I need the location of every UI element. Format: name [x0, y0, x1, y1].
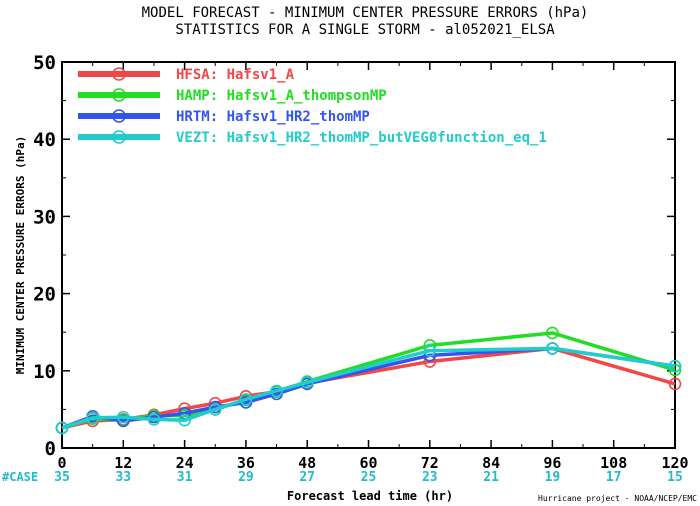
data-point [270, 384, 283, 398]
legend-label: HFSA: Hafsv1_A [176, 67, 295, 83]
x-tick-label: 48 [298, 454, 316, 472]
data-point [86, 411, 99, 425]
x-tick-label: 24 [176, 454, 194, 472]
data-point [668, 359, 682, 373]
data-point [300, 376, 314, 389]
case-count: 15 [667, 470, 683, 485]
y-tick-label: 10 [33, 361, 56, 383]
case-count: 21 [483, 470, 499, 485]
chart-title-line2: STATISTICS FOR A SINGLE STORM - al052021… [175, 22, 555, 38]
case-count: 33 [115, 470, 131, 485]
case-count: 19 [545, 470, 561, 485]
case-counts: 35 33 31 29 27 25 23 21 19 17 15 [54, 470, 683, 485]
y-tick-label: 30 [33, 206, 56, 228]
series-line-2 [61, 346, 676, 430]
legend-label: HAMP: Hafsv1_A_thompsonMP [176, 88, 387, 104]
data-point [147, 413, 161, 426]
data-point [546, 342, 559, 355]
case-count-label: #CASE [2, 470, 38, 484]
data-point [239, 393, 253, 406]
data-point [178, 413, 191, 427]
data-point [55, 421, 69, 435]
x-tick-label: 36 [237, 454, 255, 472]
x-tick-label: 96 [543, 454, 561, 472]
legend-label: HRTM: Hafsv1_HR2_thomMP [176, 109, 370, 125]
x-axis-label: Forecast lead time (hr) [287, 489, 453, 503]
x-tick-label: 0 [57, 454, 66, 472]
x-tick-label: 120 [661, 454, 688, 472]
legend-marker [112, 130, 126, 144]
case-count: 35 [54, 470, 70, 485]
axes: 0 12 24 36 48 60 72 84 96 108 120 0 10 20 30 40 50 [33, 52, 688, 472]
case-count: 31 [177, 470, 193, 485]
x-tick-label: 60 [359, 454, 377, 472]
legend: HFSA: Hafsv1_A HAMP: Hafsv1_A_thompsonMP H… [78, 67, 547, 146]
credit-text: Hurricane project - NOAA/NCEP/EMC [538, 494, 697, 503]
case-count: 17 [606, 470, 622, 485]
y-axis-label: MINIMUM CENTER PRESSURE ERRORS (hPa) [14, 136, 27, 374]
chart-title-line1: MODEL FORECAST - MINIMUM CENTER PRESSURE… [142, 5, 589, 21]
series-lines [55, 326, 682, 435]
y-tick-label: 50 [33, 52, 56, 74]
data-point [668, 377, 682, 391]
legend-label: VEZT: Hafsv1_HR2_thomMP_butVEG0function_… [176, 130, 547, 146]
x-tick-label: 84 [482, 454, 500, 472]
legend-marker [112, 67, 126, 81]
case-count: 23 [422, 470, 438, 485]
case-count: 27 [299, 470, 315, 485]
x-tick-label: 108 [600, 454, 627, 472]
x-tick-label: 12 [114, 454, 132, 472]
data-point [423, 344, 437, 358]
data-point [546, 326, 559, 340]
y-tick-label: 40 [33, 129, 56, 151]
y-tick-label: 0 [45, 438, 56, 460]
legend-marker [112, 88, 126, 102]
case-count: 29 [238, 470, 254, 485]
x-tick-label: 72 [421, 454, 439, 472]
legend-marker [112, 109, 126, 123]
data-point [208, 403, 222, 416]
data-point [117, 410, 130, 424]
case-count: 25 [361, 470, 377, 485]
y-tick-label: 20 [33, 284, 56, 306]
